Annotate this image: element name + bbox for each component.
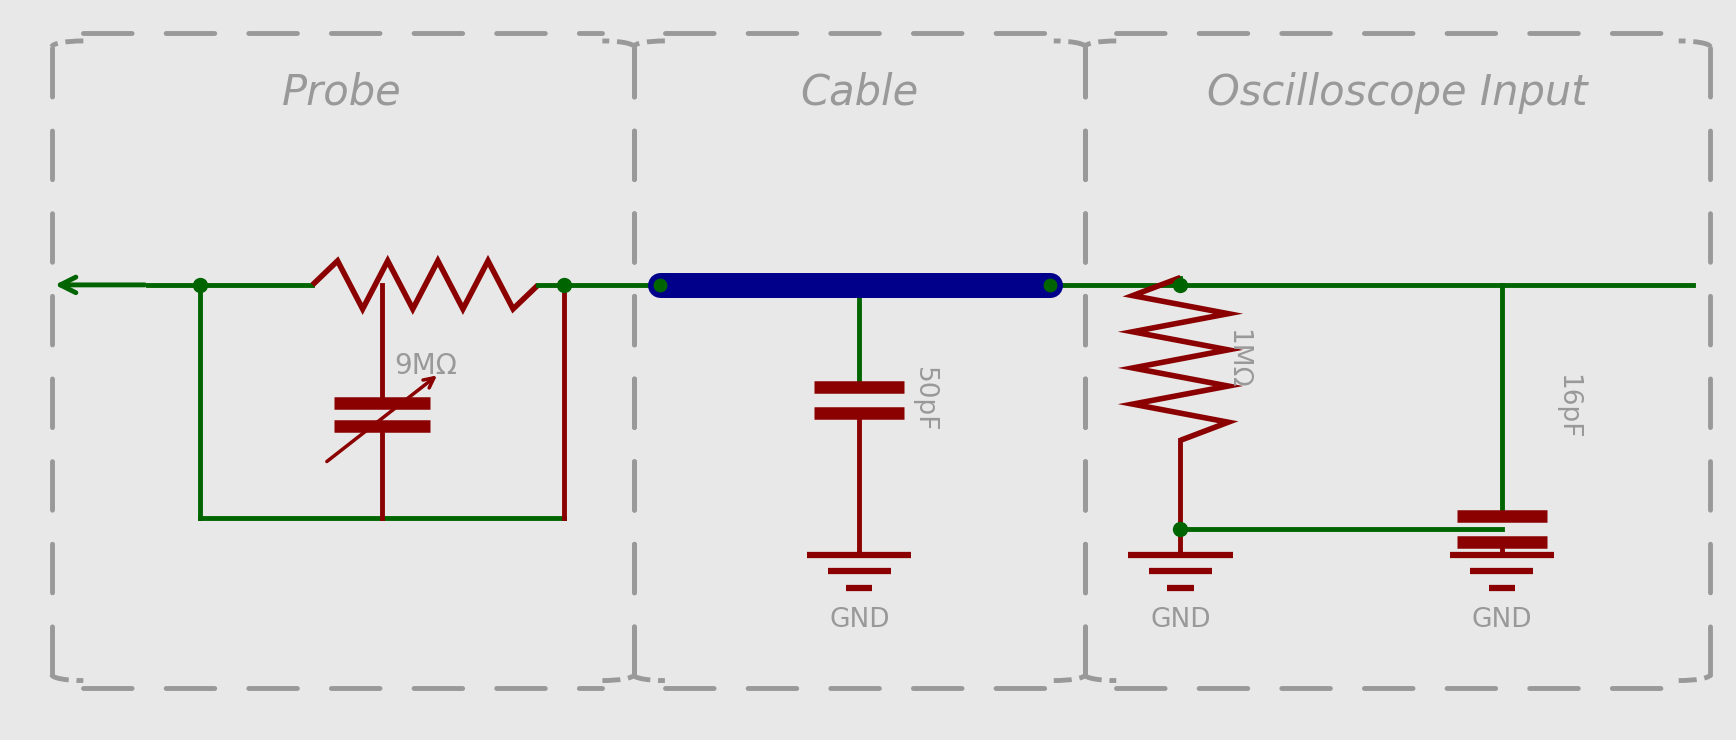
Text: GND: GND <box>830 607 889 633</box>
Text: 50pF: 50pF <box>911 367 937 432</box>
Text: Cable: Cable <box>800 72 918 113</box>
Text: Probe: Probe <box>283 72 401 113</box>
Text: GND: GND <box>1151 607 1210 633</box>
Text: 9MΩ: 9MΩ <box>394 352 457 380</box>
Text: GND: GND <box>1472 607 1531 633</box>
Text: 16pF: 16pF <box>1554 374 1580 440</box>
Text: Oscilloscope Input: Oscilloscope Input <box>1207 72 1588 113</box>
Text: 1MΩ: 1MΩ <box>1224 329 1250 388</box>
